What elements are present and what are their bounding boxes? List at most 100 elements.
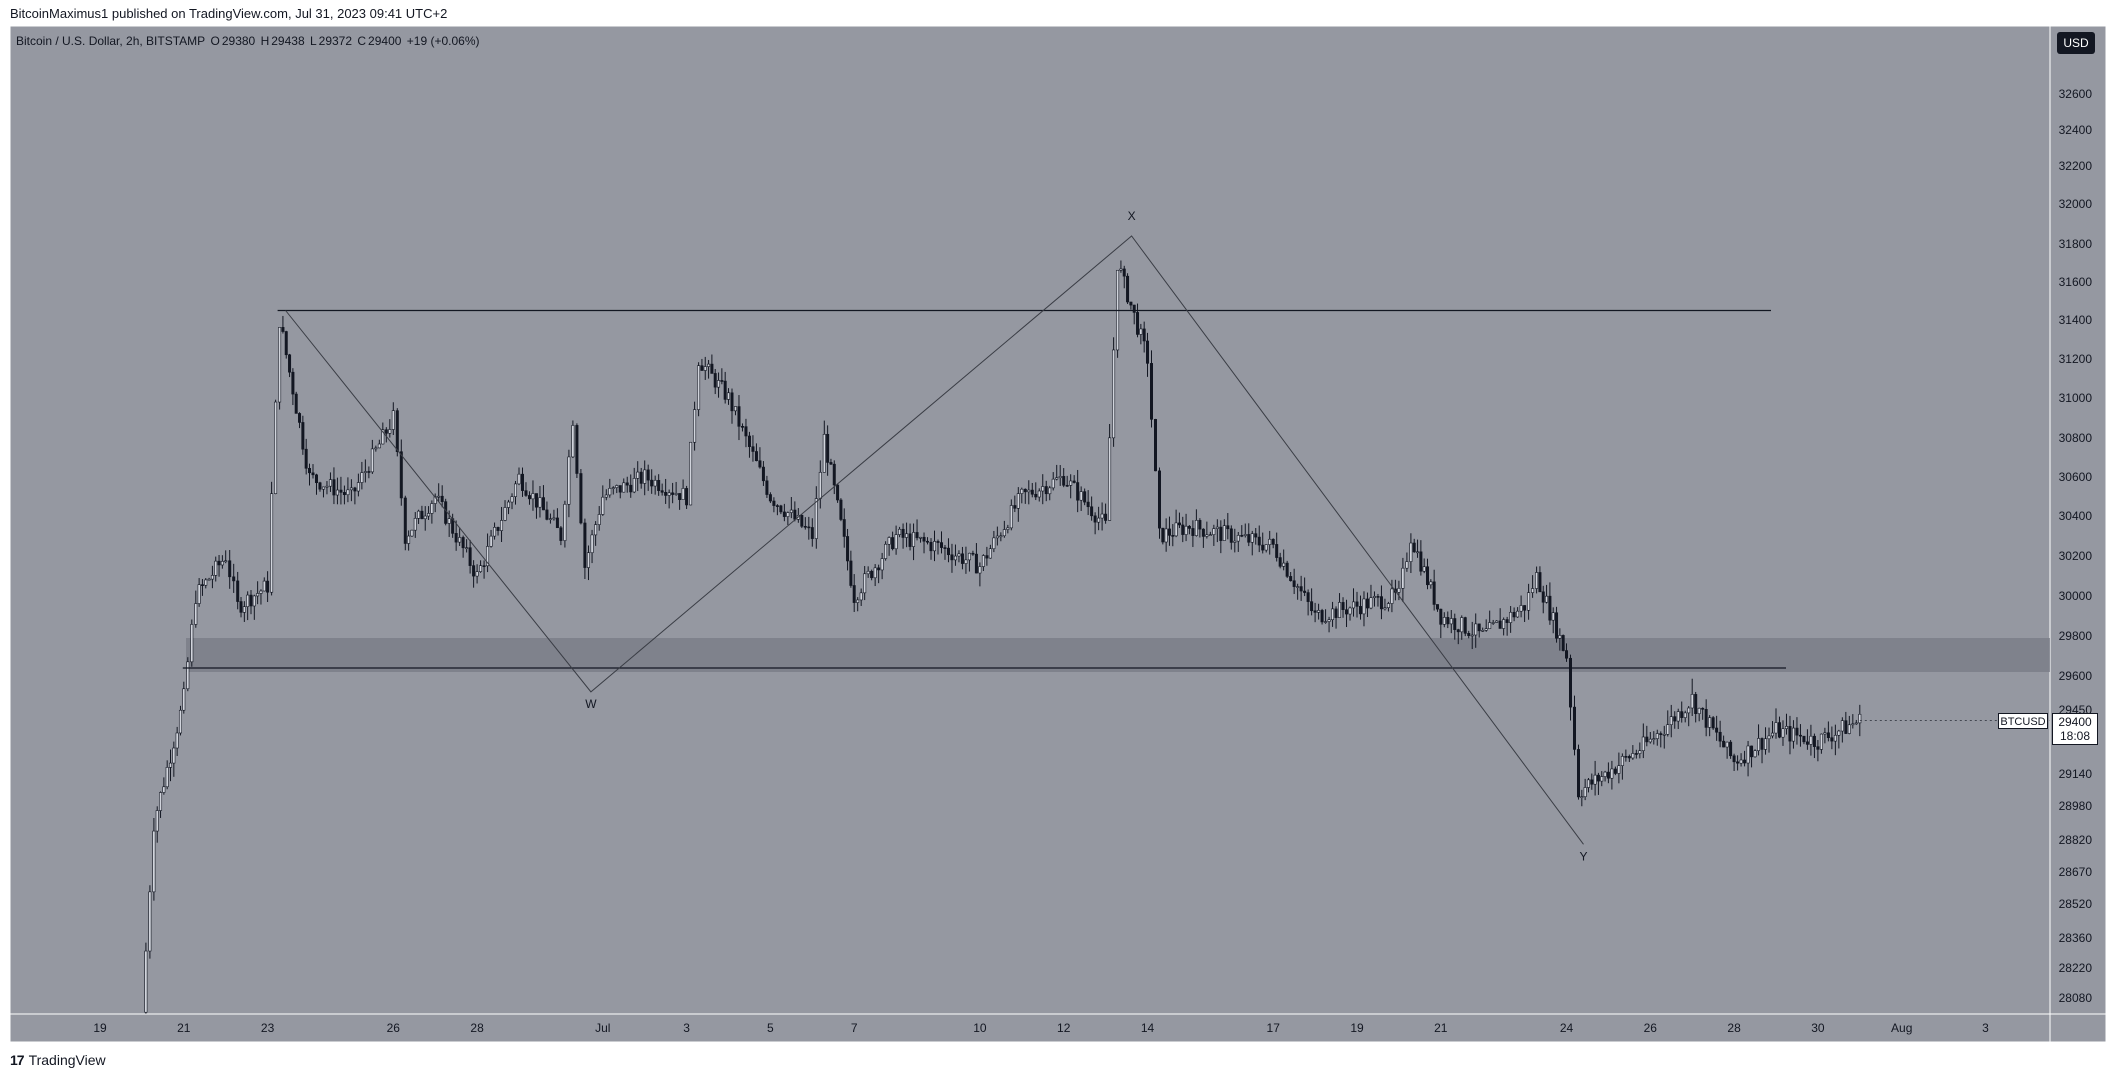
x-tick-label: 30 xyxy=(1811,1021,1825,1035)
x-tick-label: Jul xyxy=(595,1021,610,1035)
candle-body xyxy=(545,509,549,520)
wave-label-x: X xyxy=(1128,209,1136,223)
x-tick-label: 28 xyxy=(470,1021,484,1035)
candle-body xyxy=(873,567,877,579)
support-zone[interactable] xyxy=(186,638,2050,672)
candle-body xyxy=(1655,733,1659,739)
high-value: 29438 xyxy=(271,34,305,48)
x-tick-label: 5 xyxy=(767,1021,774,1035)
last-price-value: 29400 xyxy=(2058,715,2092,729)
candle-body xyxy=(1132,304,1136,313)
candle-body xyxy=(1158,470,1162,529)
candle-body xyxy=(1725,741,1729,748)
candle-body xyxy=(1292,580,1296,587)
candle-body xyxy=(775,505,779,507)
candle-body xyxy=(1484,628,1488,631)
candle-body xyxy=(363,471,367,473)
candle-body xyxy=(839,499,843,520)
candle-body xyxy=(646,469,650,481)
candle-body xyxy=(1673,716,1677,722)
footer-bar xyxy=(0,1042,2114,1079)
candle-body xyxy=(353,487,357,492)
candle-body xyxy=(1538,572,1542,593)
candle-body xyxy=(1409,542,1413,562)
candle-body xyxy=(693,409,697,443)
candle-body xyxy=(1854,722,1858,725)
candle-body xyxy=(1275,544,1279,558)
candle-body xyxy=(1823,732,1827,735)
x-tick-label: 24 xyxy=(1560,1021,1574,1035)
candle-body xyxy=(611,487,615,489)
candle-body xyxy=(200,584,204,586)
candle-body xyxy=(1523,605,1527,611)
y-tick-label: 29800 xyxy=(2059,629,2093,643)
candle-body xyxy=(259,590,263,594)
candle-body xyxy=(1502,619,1506,629)
candle-body xyxy=(1327,619,1331,622)
candle-body xyxy=(1136,312,1140,335)
y-tick-label: 28670 xyxy=(2059,865,2093,879)
candle-body xyxy=(388,429,392,434)
candle-body xyxy=(803,526,807,528)
candle-body xyxy=(877,567,881,571)
candle-body xyxy=(210,575,214,580)
tradingview-logo[interactable]: 17 TradingView xyxy=(10,1052,106,1068)
candle-body xyxy=(747,435,751,447)
candle-body xyxy=(214,560,218,576)
candle-body xyxy=(1184,525,1188,535)
candle-body xyxy=(391,410,395,430)
candle-body xyxy=(1383,607,1387,610)
candle-body xyxy=(1697,707,1701,714)
candle-body xyxy=(555,517,559,529)
candle-body xyxy=(992,537,996,550)
candle-body xyxy=(1386,603,1390,608)
price-chart[interactable]: W X Y 32600 32400 32200 32000 31800 31600 31400 3… xyxy=(0,0,2114,1042)
candle-body xyxy=(1104,513,1108,521)
candle-body xyxy=(846,536,850,562)
candle-body xyxy=(531,493,535,500)
candle-body xyxy=(413,518,417,531)
candle-body xyxy=(1830,737,1834,742)
candle-body xyxy=(1296,586,1300,588)
candle-body xyxy=(548,518,552,520)
candle-body xyxy=(291,371,295,395)
candle-body xyxy=(1617,765,1621,774)
currency-button[interactable]: USD xyxy=(2057,32,2095,54)
candle-body xyxy=(1208,534,1212,536)
candle-body xyxy=(978,566,982,574)
candle-body xyxy=(182,688,186,711)
candle-body xyxy=(849,560,853,586)
candle-body xyxy=(520,473,524,491)
candle-body xyxy=(1299,586,1303,592)
candle-body xyxy=(1002,529,1006,537)
candle-body xyxy=(1788,726,1792,742)
wxy-wave-path[interactable] xyxy=(285,235,1584,845)
candle-body xyxy=(1187,525,1191,529)
candle-body xyxy=(618,485,622,493)
candle-body xyxy=(836,484,840,501)
candle-body xyxy=(758,460,762,468)
candle-body xyxy=(789,509,793,513)
candle-body xyxy=(717,380,721,388)
candle-body xyxy=(950,554,954,561)
candle-body xyxy=(517,473,521,485)
candle-body xyxy=(1555,612,1559,639)
candle-body xyxy=(632,478,636,493)
candle-body xyxy=(615,485,619,488)
open-value: 29380 xyxy=(221,34,256,48)
candle-body xyxy=(1243,534,1247,536)
candle-body xyxy=(1097,517,1101,523)
candle-body xyxy=(1282,562,1286,567)
candle-body xyxy=(863,573,867,594)
candle-body xyxy=(1100,513,1104,519)
candle-body xyxy=(1603,771,1607,777)
candle-body xyxy=(472,565,476,577)
candle-body xyxy=(1285,562,1289,577)
candle-body xyxy=(707,363,711,367)
candle-body xyxy=(1648,738,1652,743)
candle-body xyxy=(1108,437,1112,521)
candle-body xyxy=(674,493,678,495)
candle-body xyxy=(514,483,518,497)
candle-body xyxy=(1310,601,1314,612)
candle-body xyxy=(1711,717,1715,729)
